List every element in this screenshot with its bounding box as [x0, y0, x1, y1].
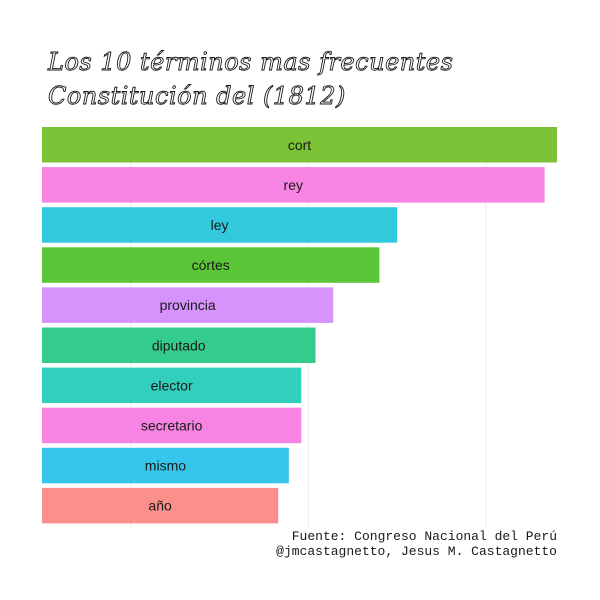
bar-10	[42, 487, 279, 524]
bar-3	[42, 207, 398, 243]
bars-layer: cort rey ley córtes provincia diputado elector…	[42, 127, 557, 524]
bar-1	[42, 127, 557, 163]
bar-label-6: diputado	[152, 337, 206, 353]
bar-label-9: mismo	[145, 458, 186, 474]
bar-label-7: elector	[151, 377, 193, 393]
bar-6	[42, 327, 316, 363]
chart-subtitle: Constitución del (1812)	[48, 82, 346, 110]
bar-9	[42, 447, 289, 484]
bar-label-10: año	[148, 498, 172, 514]
bar-4	[42, 247, 380, 283]
caption-source: Fuente: Congreso Nacional del Perú	[292, 529, 557, 544]
bar-7	[42, 367, 302, 404]
bar-label-3: ley	[211, 217, 229, 233]
bar-label-8: secretario	[141, 417, 203, 433]
caption-author: @jmcastagnetto, Jesus M. Castagnetto	[276, 544, 557, 559]
bar-8	[42, 407, 302, 444]
bar-label-4: córtes	[192, 257, 230, 273]
bar-2	[42, 167, 545, 203]
bar-5	[42, 287, 334, 323]
bar-label-2: rey	[284, 177, 303, 193]
chart-title: Los 10 términos mas frecuentes	[47, 48, 453, 76]
bar-label-1: cort	[288, 137, 311, 153]
bar-label-5: provincia	[160, 297, 216, 313]
